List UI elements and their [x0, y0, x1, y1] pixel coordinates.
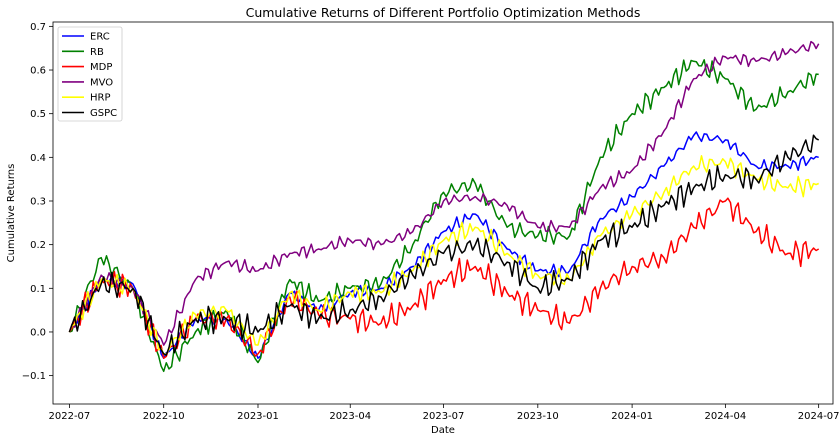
y-tick-label: 0.1: [30, 284, 46, 295]
x-tick-label: 2022-07: [49, 411, 91, 422]
y-tick-label: 0.5: [30, 109, 46, 120]
x-tick-label: 2023-10: [517, 411, 559, 422]
legend-label-rb: RB: [90, 47, 104, 58]
y-tick-label: 0.3: [30, 196, 46, 207]
x-tick-label: 2023-04: [329, 411, 371, 422]
x-tick-label: 2023-01: [237, 411, 279, 422]
legend-label-mvo: MVO: [90, 77, 113, 88]
legend-label-gspc: GSPC: [90, 108, 117, 119]
x-axis: 2022-07 2022-10 2023-01 2023-04 2023-07 2023-…: [49, 404, 840, 422]
x-tick-label: 2022-10: [143, 411, 185, 422]
series-line-rb: [69, 59, 819, 373]
x-tick-label: 2024-07: [798, 411, 840, 422]
series-line-mvo: [68, 40, 820, 346]
plot-frame: [52, 21, 834, 405]
y-axis-title: Cumulative Returns: [6, 164, 17, 263]
y-axis: −0.1 0.0 0.1 0.2 0.3 0.4 0.5 0.6 0.7: [22, 22, 53, 382]
legend-label-mdp: MDP: [90, 62, 112, 73]
y-tick-label: 0.2: [30, 240, 46, 251]
legend: ERC RB MDP MVO HRP GSPC: [57, 26, 123, 122]
chart-title: Cumulative Returns of Different Portfoli…: [246, 5, 641, 20]
y-tick-label: 0.4: [30, 153, 46, 164]
x-tick-label: 2024-04: [704, 411, 746, 422]
x-tick-label: 2024-01: [611, 411, 653, 422]
series-lines: [68, 40, 820, 373]
legend-label-hrp: HRP: [90, 93, 111, 104]
y-tick-label: 0.6: [30, 66, 46, 77]
series-line-gspc: [68, 134, 820, 356]
x-tick-label: 2023-07: [423, 411, 465, 422]
y-tick-label: −0.1: [22, 371, 46, 382]
series-line-hrp: [68, 155, 819, 355]
x-axis-title: Date: [431, 425, 455, 436]
y-tick-label: 0.0: [30, 327, 46, 338]
y-tick-label: 0.7: [30, 22, 46, 33]
legend-label-erc: ERC: [90, 32, 110, 43]
plot-area: [52, 21, 834, 405]
